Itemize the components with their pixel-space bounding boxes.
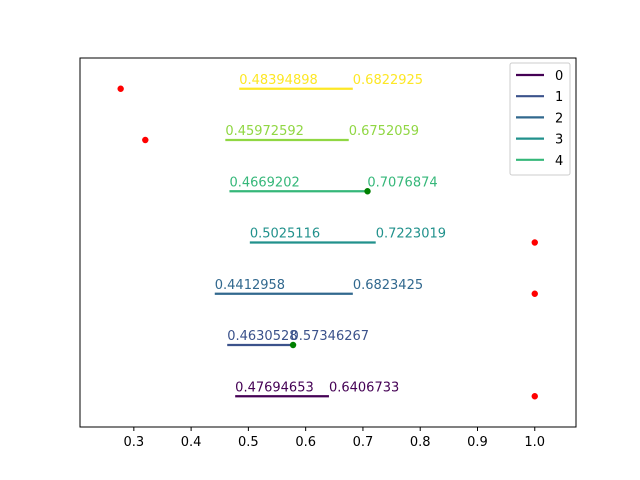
segment-start-label-1: 0.4630528 [227,329,297,344]
legend-label-3: 3 [555,133,563,148]
x-tick-label-3: 0.6 [295,435,316,450]
legend-box [509,62,571,176]
x-tick-label-4: 0.7 [353,435,374,450]
segment-end-label-3: 0.7223019 [376,227,446,242]
segment-start-label-5: 0.45972592 [225,124,304,139]
point-2 [531,290,538,297]
segment-end-label-4: 0.7076874 [367,175,437,190]
x-tick-label-1: 0.4 [181,435,202,450]
point-6 [117,85,124,92]
x-axis: 0.3 0.4 0.5 0.6 0.7 0.8 0.9 1.0 [123,427,545,450]
x-tick-label-0: 0.3 [123,435,144,450]
point-3 [531,239,538,246]
point-4 [364,188,371,195]
point-0 [531,393,538,400]
segment-end-label-5: 0.6752059 [349,124,419,139]
segment-start-label-4: 0.4669202 [229,175,299,190]
segment-end-label-0: 0.6406733 [329,380,399,395]
legend: 0 1 2 3 4 [509,62,571,176]
segment-start-label-2: 0.4412958 [215,278,285,293]
legend-label-1: 1 [555,90,563,105]
segment-end-label-2: 0.6823425 [353,278,423,293]
x-tick-label-6: 0.9 [467,435,488,450]
segment-start-label-6: 0.48394898 [239,73,318,88]
segment-start-label-3: 0.5025116 [250,227,320,242]
legend-label-2: 2 [555,111,563,126]
x-tick-label-7: 1.0 [524,435,545,450]
segment-end-label-1: 0.57346267 [290,329,369,344]
legend-label-4: 4 [555,154,563,169]
segment-end-label-6: 0.6822925 [353,73,423,88]
legend-label-0: 0 [555,69,563,84]
x-tick-label-5: 0.8 [410,435,431,450]
segment-start-label-0: 0.47694653 [235,380,314,395]
point-1 [289,341,297,349]
point-5 [142,136,149,144]
x-tick-label-2: 0.5 [238,435,259,450]
plot-frame [79,57,577,428]
points [117,85,538,400]
